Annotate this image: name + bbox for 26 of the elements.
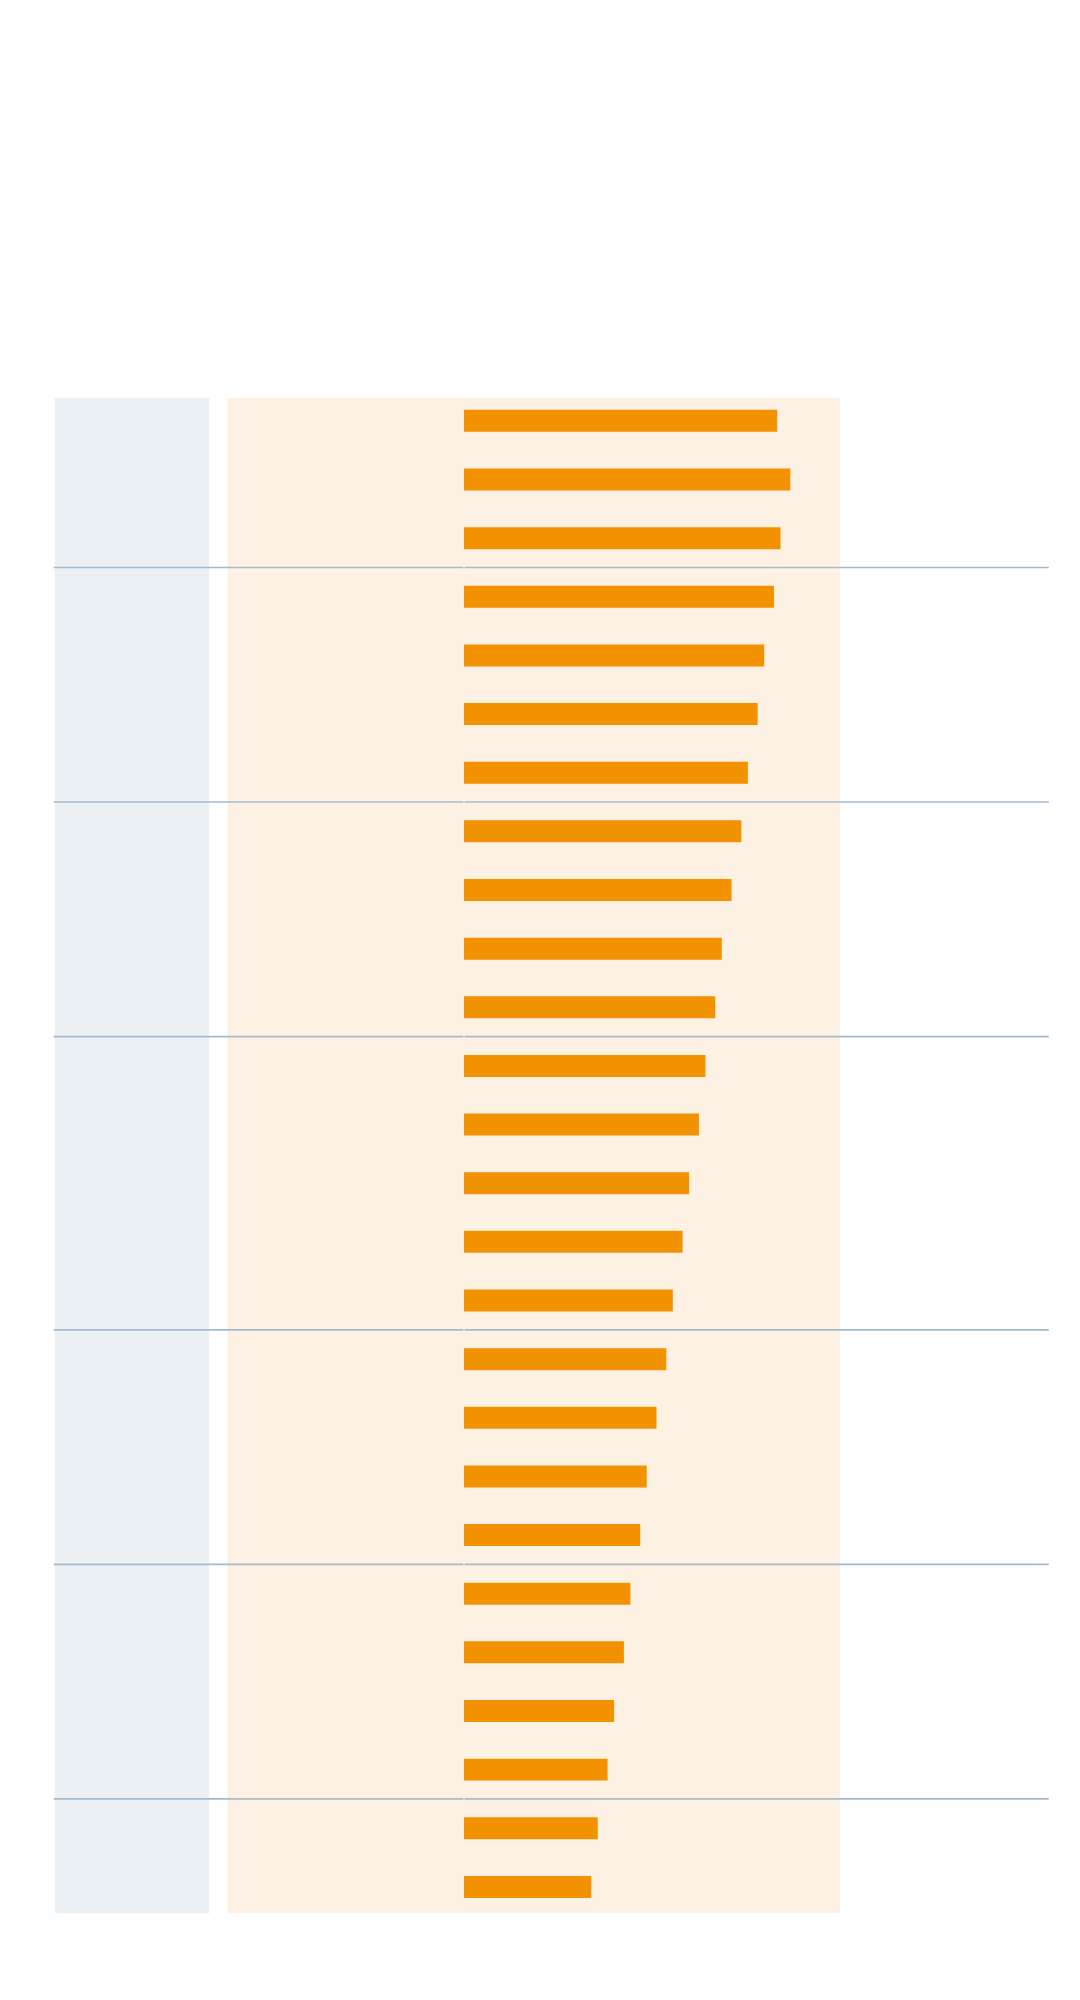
- bar: [464, 1524, 641, 1547]
- bar: [464, 996, 716, 1019]
- bar: [464, 937, 722, 960]
- bar: [464, 1406, 657, 1429]
- bar: [464, 644, 765, 667]
- bar: [464, 879, 732, 901]
- bar: [464, 761, 748, 784]
- bar: [464, 820, 742, 843]
- bar: [464, 468, 791, 491]
- bar: [464, 1113, 699, 1136]
- bar: [464, 1817, 598, 1840]
- bar: [464, 1582, 631, 1605]
- bar: [464, 409, 778, 432]
- bar: [464, 1289, 673, 1312]
- bar: [464, 1172, 690, 1195]
- bar: [464, 1699, 615, 1722]
- bar: [464, 703, 758, 726]
- bar: [464, 1641, 624, 1664]
- bar: [464, 585, 774, 608]
- bar: [464, 1230, 683, 1253]
- bar: [464, 1348, 667, 1371]
- bar: [464, 1054, 706, 1077]
- bar: [464, 527, 781, 550]
- bar: [464, 1758, 608, 1781]
- bar: [464, 1875, 592, 1898]
- bar: [464, 1465, 647, 1488]
